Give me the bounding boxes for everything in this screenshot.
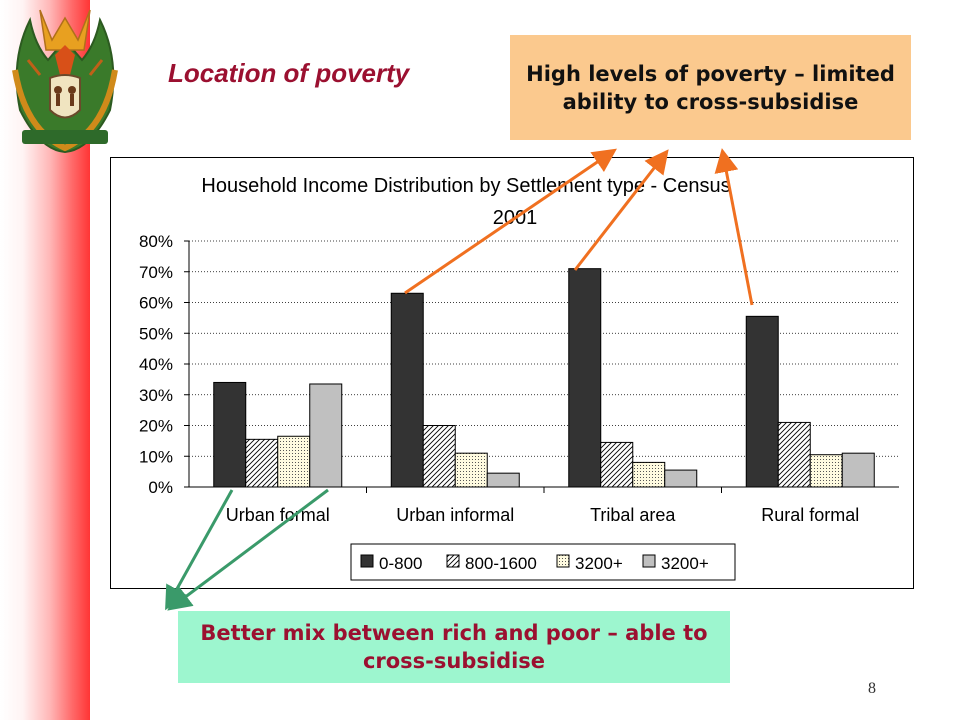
- bar-urban-formal-series-3: [277, 435, 311, 488]
- coat-of-arms-icon: [12, 9, 118, 154]
- bar-urban-informal-series-4: [486, 472, 520, 488]
- chart-title-line-1: Household Income Distribution by Settlem…: [201, 175, 730, 197]
- slide-title: Location of poverty: [168, 58, 410, 88]
- legend-box: [350, 543, 736, 581]
- bar-rural-formal-series-1: [745, 315, 779, 488]
- bar-rural-formal-series-2: [777, 421, 811, 488]
- y-tick-label: 20%: [139, 417, 173, 436]
- bar-tribal-area-series-1: [568, 268, 602, 488]
- bar-urban-formal-series-4: [309, 383, 343, 488]
- legend-swatch: [446, 554, 460, 568]
- chart-title-line-2: 2001: [493, 207, 538, 229]
- income-distribution-chart: Household Income Distribution by Settlem…: [139, 175, 899, 581]
- y-tick-label: 10%: [139, 447, 173, 466]
- legend-label: 3200+: [575, 554, 623, 573]
- chart-frame: Household Income Distribution by Settlem…: [110, 157, 914, 589]
- callout-high-poverty-text: High levels of poverty – limited ability…: [526, 61, 895, 114]
- bar-urban-formal-series-2: [245, 438, 279, 488]
- x-tick-label: Rural formal: [761, 505, 859, 525]
- y-tick-label: 50%: [139, 324, 173, 343]
- legend-swatch: [642, 554, 656, 568]
- y-tick-label: 40%: [139, 355, 173, 374]
- y-tick-label: 30%: [139, 386, 173, 405]
- callout-mix: Better mix between rich and poor – able …: [178, 611, 730, 683]
- bar-rural-formal-series-3: [809, 454, 843, 488]
- legend-label: 3200+: [661, 554, 709, 573]
- y-tick-label: 70%: [139, 263, 173, 282]
- bar-rural-formal-series-4: [841, 452, 875, 488]
- bar-urban-informal-series-2: [422, 425, 456, 488]
- x-tick-label: Tribal area: [590, 505, 676, 525]
- bar-tribal-area-series-3: [632, 461, 666, 488]
- bar-urban-informal-series-3: [454, 452, 488, 488]
- bar-tribal-area-series-4: [664, 469, 698, 488]
- legend-swatch: [360, 554, 374, 568]
- callout-mix-text: Better mix between rich and poor – able …: [200, 621, 708, 673]
- callout-high-poverty: High levels of poverty – limited ability…: [510, 35, 911, 140]
- bar-urban-formal-series-1: [213, 381, 247, 488]
- x-tick-label: Urban formal: [226, 505, 330, 525]
- legend-label: 800-1600: [465, 554, 537, 573]
- legend-label: 0-800: [379, 554, 422, 573]
- bar-urban-informal-series-1: [390, 292, 424, 488]
- legend-swatch: [556, 554, 570, 568]
- x-tick-label: Urban informal: [396, 505, 514, 525]
- y-tick-label: 60%: [139, 294, 173, 313]
- y-tick-label: 0%: [148, 478, 173, 497]
- bar-tribal-area-series-2: [600, 441, 634, 488]
- y-tick-label: 80%: [139, 232, 173, 251]
- page-number: 8: [868, 680, 876, 697]
